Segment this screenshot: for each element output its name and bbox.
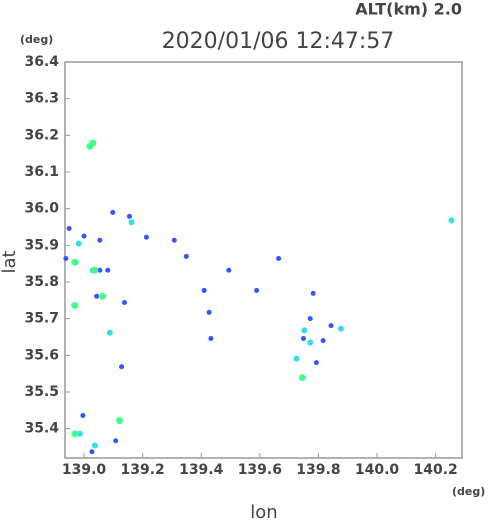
echo-point [71,258,79,266]
echo-point [113,438,119,444]
echo-point [80,412,86,418]
echo-point [115,417,123,425]
echo-point [301,327,308,334]
plot-frame [64,61,463,459]
echo-point [226,267,232,273]
echo-point [71,301,79,309]
header: ALT(km) 2.0 [355,0,462,19]
echo-point [293,355,300,362]
y-tick-label: 36.2 [24,127,59,143]
x-tick-label: 139.8 [296,462,340,478]
echo-point [307,316,313,322]
y-tick-label: 35.9 [24,237,59,253]
echo-point [66,225,72,231]
x-tick-label: 139.6 [238,462,282,478]
echo-point [300,335,306,341]
echo-point [337,325,344,332]
x-tick-label: 139.0 [62,462,107,478]
echo-point [91,266,99,274]
echo-point [75,240,82,247]
echo-point [310,290,316,296]
x-tick-label: 140.0 [355,462,400,478]
y-axis-label: lat [0,250,20,273]
x-unit: (deg) [452,485,485,498]
echo-point [206,309,212,315]
echo-point [208,335,214,341]
echo-point [307,339,314,346]
echo-point [94,293,100,299]
echo-point [448,217,455,224]
y-unit: (deg) [20,33,53,46]
x-tick-label: 140.2 [413,462,457,478]
echo-point [171,237,177,243]
x-axis-label: lon [250,502,277,521]
echo-point [183,253,189,259]
y-tick-label: 36.3 [24,91,59,107]
y-tick-label: 35.5 [24,384,59,400]
echo-point [201,287,207,293]
echo-point [128,219,135,226]
echo-point [71,430,79,438]
echo-point [89,139,97,147]
x-tick-label: 139.2 [120,462,164,478]
echo-point [119,364,125,370]
echo-point [81,233,87,239]
echo-point [97,237,103,243]
echo-point [89,449,95,455]
echo-point [63,256,69,262]
echo-point [320,338,326,344]
y-tick-label: 36.1 [24,164,59,180]
y-tick-label: 35.6 [24,347,59,363]
y-tick-label: 36.4 [24,54,59,70]
echo-point [328,323,334,329]
y-tick-label: 35.8 [24,274,59,290]
echo-point [105,267,111,273]
y-tick-label: 36.0 [24,201,59,217]
y-tick-label: 35.7 [24,311,59,327]
echo-point [254,287,260,293]
echo-point [110,209,116,215]
echo-point [121,300,127,306]
echo-point [91,442,98,449]
echo-point [298,374,306,382]
echo-point [126,213,132,219]
x-tick-label: 139.4 [179,462,224,478]
echo-point [99,292,107,300]
echo-point [97,267,103,273]
echo-point [106,329,113,336]
echo-point [276,256,282,262]
echo-point [313,360,319,366]
chart-title: 2020/01/06 12:47:57 [162,29,395,54]
y-tick-label: 35.4 [24,421,59,437]
echo-point [76,430,83,437]
echo-point [143,234,149,240]
